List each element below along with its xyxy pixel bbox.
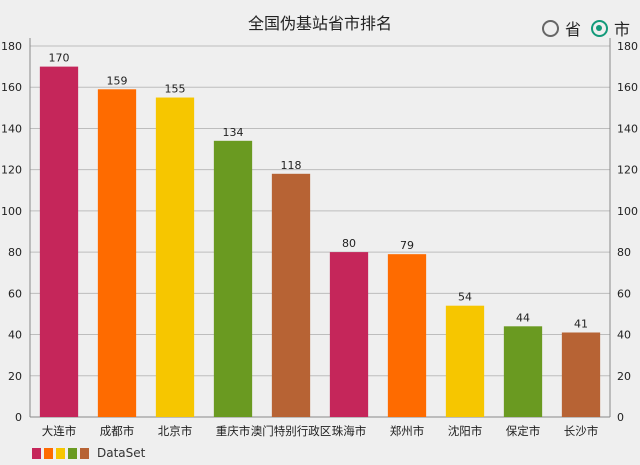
- y-tick-label-left: 100: [1, 205, 22, 218]
- bar: [97, 89, 137, 418]
- y-tick-label-left: 0: [15, 411, 22, 424]
- x-tick-label: 北京市: [158, 424, 193, 438]
- y-tick-label-left: 20: [8, 370, 22, 383]
- legend-swatch: [32, 447, 41, 459]
- y-tick-label-left: 40: [8, 329, 22, 342]
- x-tick-label: 重庆市: [216, 424, 251, 438]
- y-tick-label-left: 60: [8, 287, 22, 300]
- x-tick-label: 长沙市: [564, 424, 599, 438]
- y-tick-label-left: 120: [1, 164, 22, 177]
- legend: DataSet: [32, 446, 145, 460]
- city-radio-label: 市: [613, 20, 630, 39]
- bar: [271, 173, 311, 417]
- y-tick-label-right: 0: [617, 411, 624, 424]
- x-tick-label: 保定市: [506, 424, 541, 438]
- x-tick-label: 成都市: [100, 424, 135, 438]
- x-tick-label: 大连市: [42, 424, 77, 438]
- bar: [39, 66, 79, 417]
- y-tick-label-right: 140: [617, 122, 638, 135]
- y-tick-label-right: 180: [617, 40, 638, 53]
- y-tick-label-right: 160: [617, 81, 638, 94]
- x-tick-label: 沈阳市: [448, 424, 483, 438]
- y-tick-label-right: 100: [617, 205, 638, 218]
- bar: [155, 97, 195, 418]
- city-radio[interactable]: 市: [590, 16, 630, 40]
- bar-value-label: 118: [281, 159, 302, 172]
- y-tick-label-left: 160: [1, 81, 22, 94]
- y-tick-label-left: 80: [8, 246, 22, 259]
- bar: [213, 140, 253, 418]
- bar-value-label: 44: [516, 311, 530, 324]
- x-tick-label: 郑州市: [390, 424, 425, 438]
- bar: [387, 254, 427, 417]
- x-tick-label: 珠海市: [332, 424, 367, 438]
- bar: [561, 332, 601, 417]
- y-tick-label-right: 120: [617, 164, 638, 177]
- bar-value-label: 159: [107, 74, 128, 87]
- city-radio-circle-icon[interactable]: [590, 19, 608, 37]
- y-tick-label-left: 140: [1, 122, 22, 135]
- bar-value-label: 170: [49, 52, 70, 65]
- bar-value-label: 134: [223, 126, 244, 139]
- y-tick-label-right: 20: [617, 370, 631, 383]
- bar: [445, 305, 485, 417]
- bar: [503, 326, 543, 417]
- chart-title: 全国伪基站省市排名: [247, 14, 392, 33]
- legend-swatch: [68, 447, 77, 459]
- y-tick-label-right: 60: [617, 287, 631, 300]
- x-tick-label: 澳门特别行政区: [251, 424, 332, 438]
- y-tick-label-right: 80: [617, 246, 631, 259]
- y-tick-label-left: 180: [1, 40, 22, 53]
- bar-value-label: 80: [342, 237, 356, 250]
- legend-swatch: [44, 447, 53, 459]
- legend-swatches: [32, 447, 92, 459]
- province-radio-circle-icon[interactable]: [541, 19, 559, 37]
- legend-swatch: [80, 447, 89, 459]
- province-radio[interactable]: 省: [541, 16, 581, 40]
- bar-value-label: 54: [458, 291, 472, 304]
- province-radio-label: 省: [564, 20, 581, 39]
- region-toggle: 省 市: [532, 16, 630, 40]
- bar-value-label: 79: [400, 239, 414, 252]
- legend-label: DataSet: [97, 446, 146, 460]
- y-tick-label-right: 40: [617, 329, 631, 342]
- bar: [329, 252, 369, 417]
- bar-value-label: 41: [574, 317, 588, 330]
- bar-value-label: 155: [165, 83, 186, 96]
- legend-swatch: [56, 447, 65, 459]
